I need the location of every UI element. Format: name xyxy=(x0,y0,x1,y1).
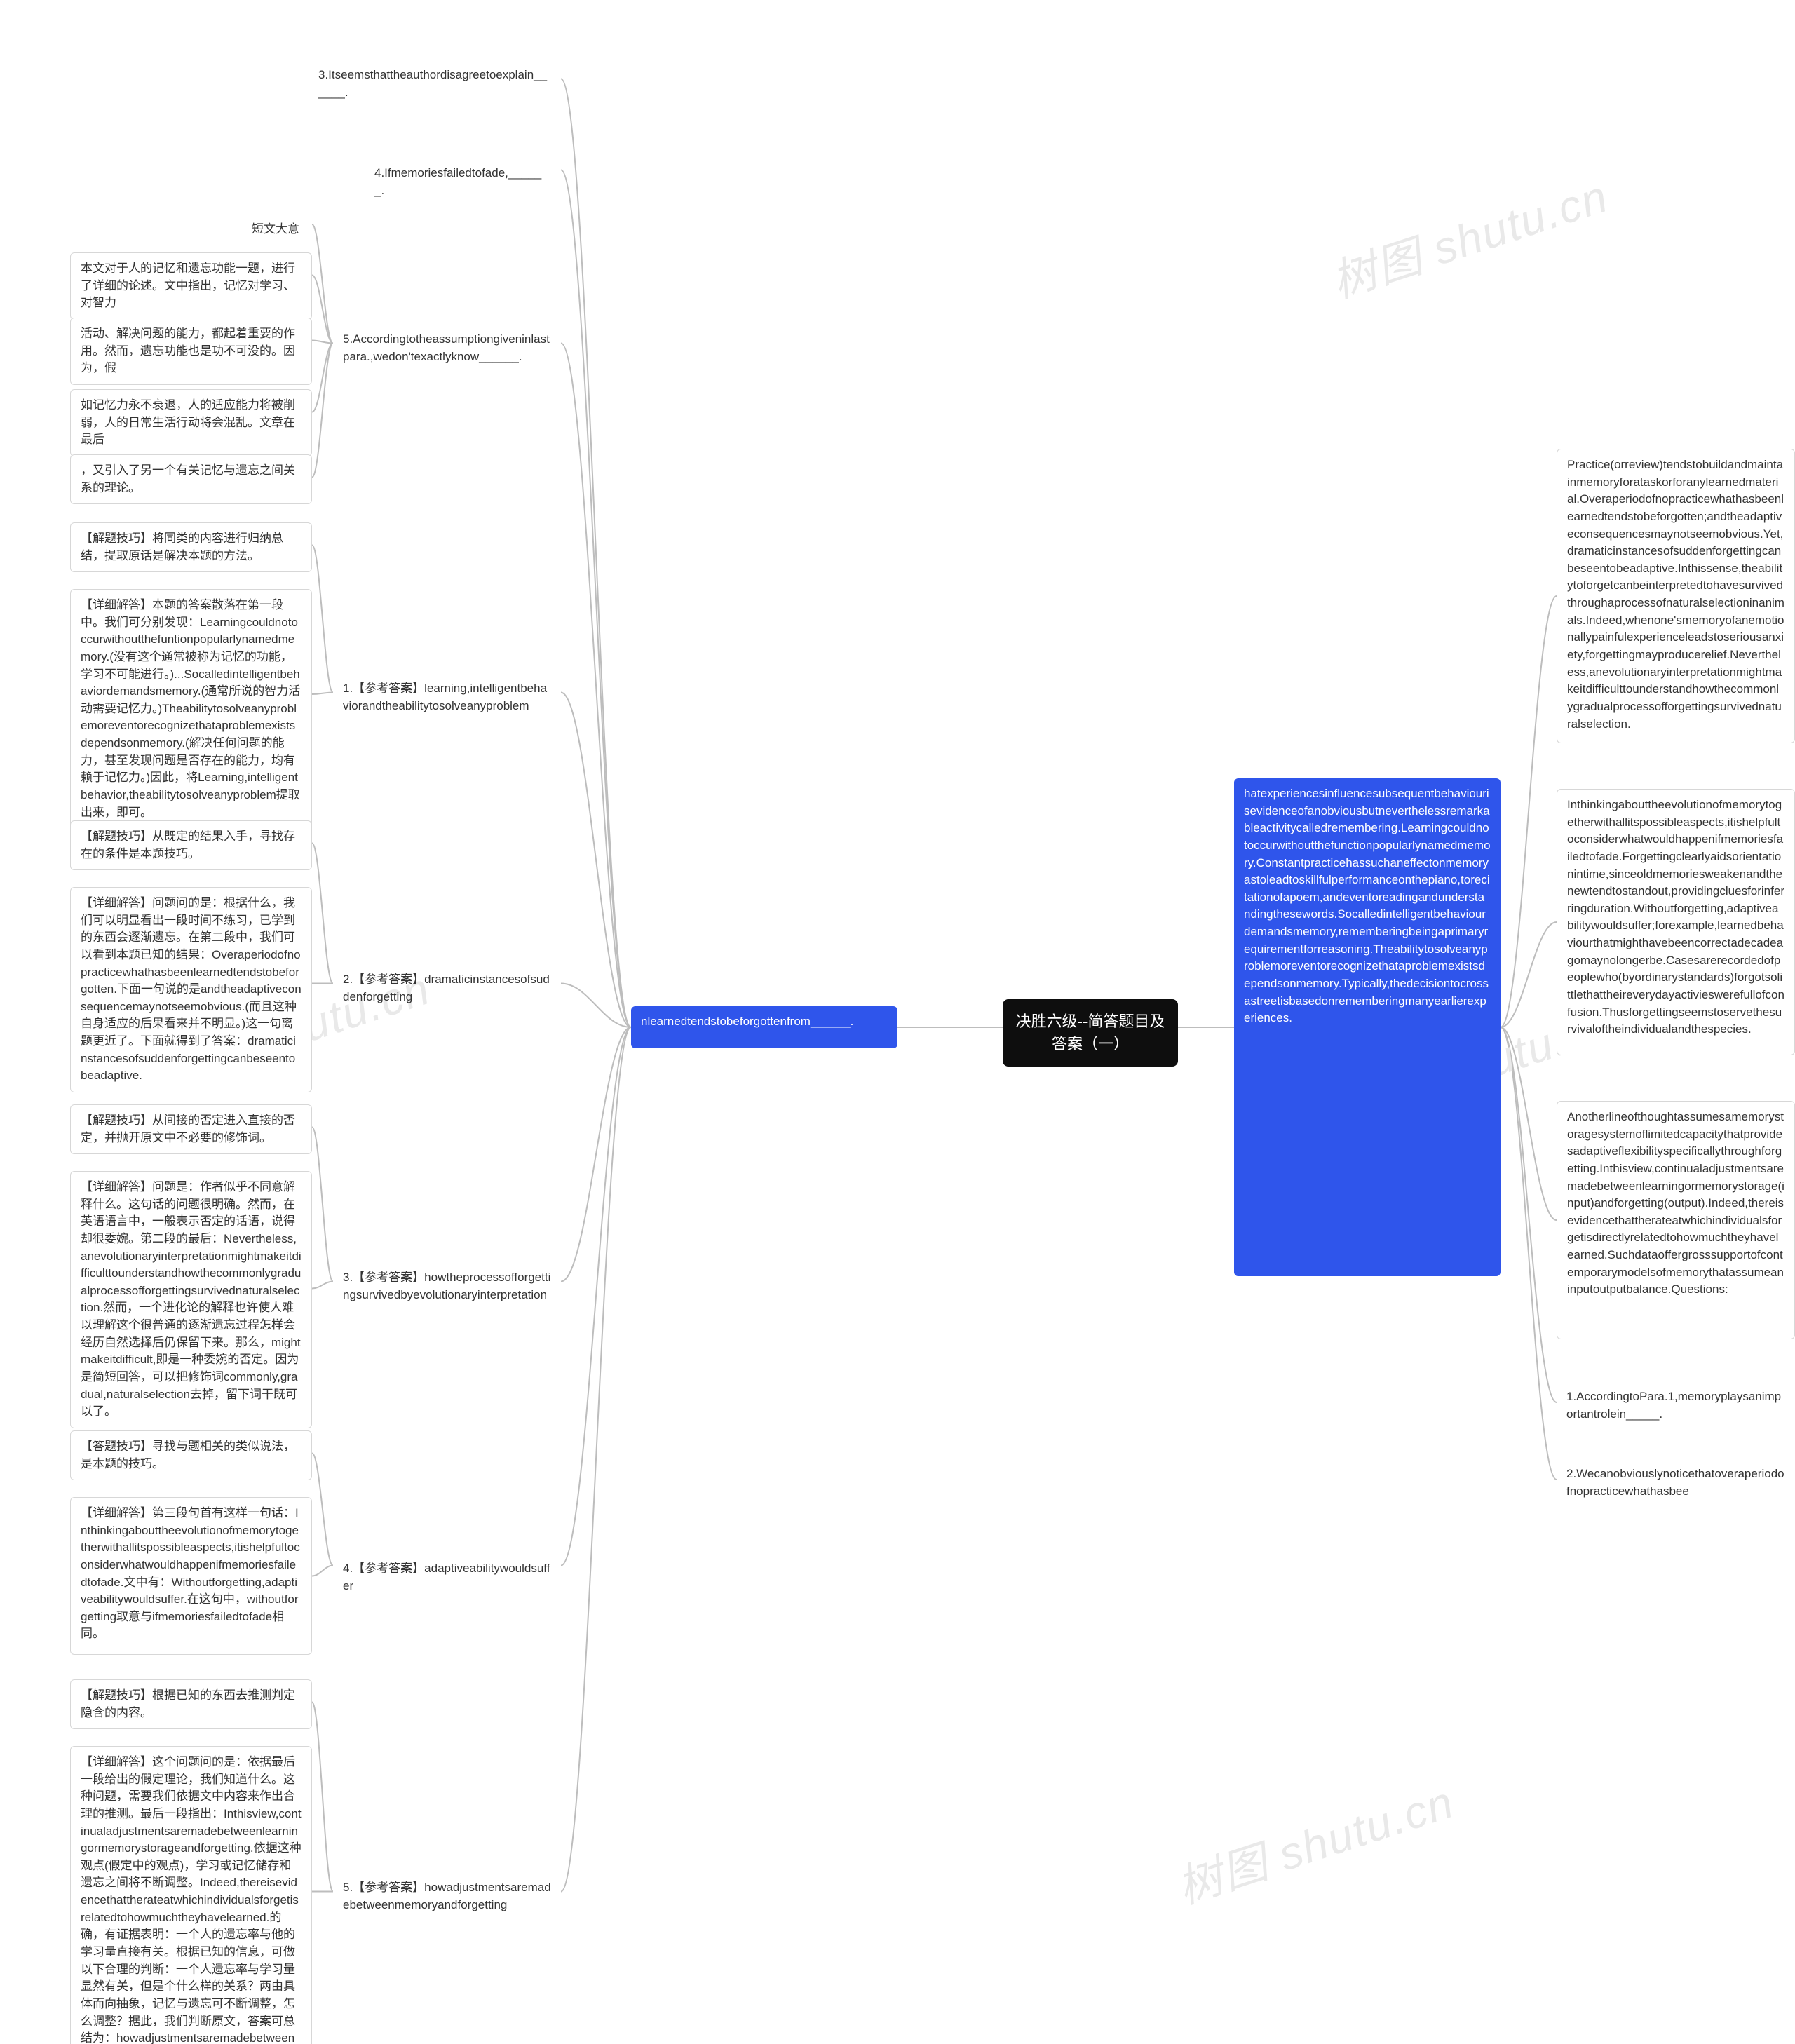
connector xyxy=(312,344,333,412)
connector xyxy=(561,1027,631,1566)
connector xyxy=(312,1282,333,1289)
mindmap-node[interactable]: 【解题技巧】根据已知的东西去推测判定隐含的内容。 xyxy=(70,1679,312,1729)
mindmap-node[interactable]: ，又引入了另一个有关记忆与遗忘之间关系的理论。 xyxy=(70,454,312,504)
connector xyxy=(561,170,631,1028)
connector xyxy=(561,984,631,1028)
mindmap-node[interactable]: 4.Ifmemoriesfailedtofade,______. xyxy=(365,158,561,206)
connector xyxy=(312,1128,333,1282)
mindmap-node[interactable]: Inthinkingabouttheevolutionofmemorytoget… xyxy=(1557,789,1795,1055)
mindmap-node[interactable]: Practice(orreview)tendstobuildandmaintai… xyxy=(1557,449,1795,743)
connector xyxy=(312,1703,333,1892)
mindmap-node[interactable]: nlearnedtendstobeforgottenfrom______. xyxy=(631,1006,898,1048)
watermark: 树图 shutu.cn xyxy=(1168,1766,1461,1916)
connector xyxy=(312,1566,333,1576)
mindmap-node[interactable]: 【详细解答】本题的答案散落在第一段中。我们可分别发现：Learningcould… xyxy=(70,589,312,829)
mindmap-node[interactable]: 短文大意 xyxy=(242,214,312,245)
mindmap-node[interactable]: 本文对于人的记忆和遗忘功能一题，进行了详细的论述。文中指出，记忆对学习、对智力 xyxy=(70,252,312,320)
connector xyxy=(1501,1027,1557,1220)
connector xyxy=(561,1027,631,1892)
connector xyxy=(1501,1027,1557,1480)
mindmap-node[interactable]: 3.【参考答案】howtheprocessofforgettingsurvive… xyxy=(333,1262,561,1311)
connector xyxy=(312,224,333,344)
connector xyxy=(1501,1027,1557,1402)
connector xyxy=(561,693,631,1028)
mindmap-node[interactable]: 2.【参考答案】dramaticinstancesofsuddenforgett… xyxy=(333,964,561,1013)
watermark: 树图 shutu.cn xyxy=(1322,161,1616,311)
connector xyxy=(312,344,333,478)
mindmap-node[interactable]: 1.【参考答案】learning,intelligentbehaviorandt… xyxy=(333,673,561,722)
mindmap-node[interactable]: 5.Accordingtotheassumptiongiveninlastpar… xyxy=(333,324,561,372)
mindmap-node[interactable]: 【详细解答】问题问的是：根据什么，我们可以明显看出一段时间不练习，已学到的东西会… xyxy=(70,887,312,1092)
mindmap-node[interactable]: 1.AccordingtoPara.1,memoryplaysanimporta… xyxy=(1557,1381,1795,1430)
mindmap-node[interactable]: 活动、解决问题的能力，都起着重要的作用。然而，遗忘功能也是功不可没的。因为，假 xyxy=(70,318,312,385)
connector xyxy=(561,344,631,1028)
connector xyxy=(312,276,333,344)
mindmap-node[interactable]: 【解题技巧】从间接的否定进入直接的否定，并抛开原文中不必要的修饰词。 xyxy=(70,1104,312,1154)
mindmap-node[interactable]: 【答题技巧】寻找与题相关的类似说法，是本题的技巧。 xyxy=(70,1430,312,1480)
mindmap-node[interactable]: 【详细解答】这个问题问的是：依据最后一段给出的假定理论，我们知道什么。这种问题，… xyxy=(70,1746,312,2044)
connector xyxy=(561,79,631,1028)
mindmap-node[interactable]: hatexperiencesinfluencesubsequentbehavio… xyxy=(1234,778,1501,1276)
mindmap-node[interactable]: 3.Itseemsthattheauthordisagreetoexplain_… xyxy=(309,60,561,108)
mindmap-node[interactable]: Anotherlineofthoughtassumesamemorystorag… xyxy=(1557,1101,1795,1339)
connector xyxy=(312,1454,333,1566)
connector xyxy=(312,341,333,344)
mindmap-node[interactable]: 2.Wecanobviouslynoticethatoveraperiodofn… xyxy=(1557,1458,1795,1507)
mindmap-node[interactable]: 4.【参考答案】adaptiveabilitywouldsuffer xyxy=(333,1553,561,1602)
mindmap-node[interactable]: 【详细解答】问题是：作者似乎不同意解释什么。这句话的问题很明确。然而，在英语语言… xyxy=(70,1171,312,1428)
mindmap-node[interactable]: 【解题技巧】从既定的结果入手，寻找存在的条件是本题技巧。 xyxy=(70,820,312,870)
connector xyxy=(312,546,333,693)
mindmap-node[interactable]: 【详细解答】第三段句首有这样一句话：Inthinkingabouttheevol… xyxy=(70,1497,312,1655)
connector xyxy=(312,844,333,984)
connector xyxy=(312,693,333,695)
mindmap-node[interactable]: 【解题技巧】将同类的内容进行归纳总结，提取原话是解决本题的方法。 xyxy=(70,522,312,572)
mindmap-node[interactable]: 5.【参考答案】howadjustmentsaremadebetweenmemo… xyxy=(333,1872,561,1921)
connector xyxy=(1501,596,1557,1027)
root-node[interactable]: 决胜六级--简答题目及答案（一） xyxy=(1003,999,1178,1067)
mindmap-node[interactable]: 如记忆力永不衰退，人的适应能力将被削弱，人的日常生活行动将会混乱。文章在最后 xyxy=(70,389,312,456)
connector xyxy=(1501,922,1557,1027)
connector xyxy=(561,1027,631,1282)
